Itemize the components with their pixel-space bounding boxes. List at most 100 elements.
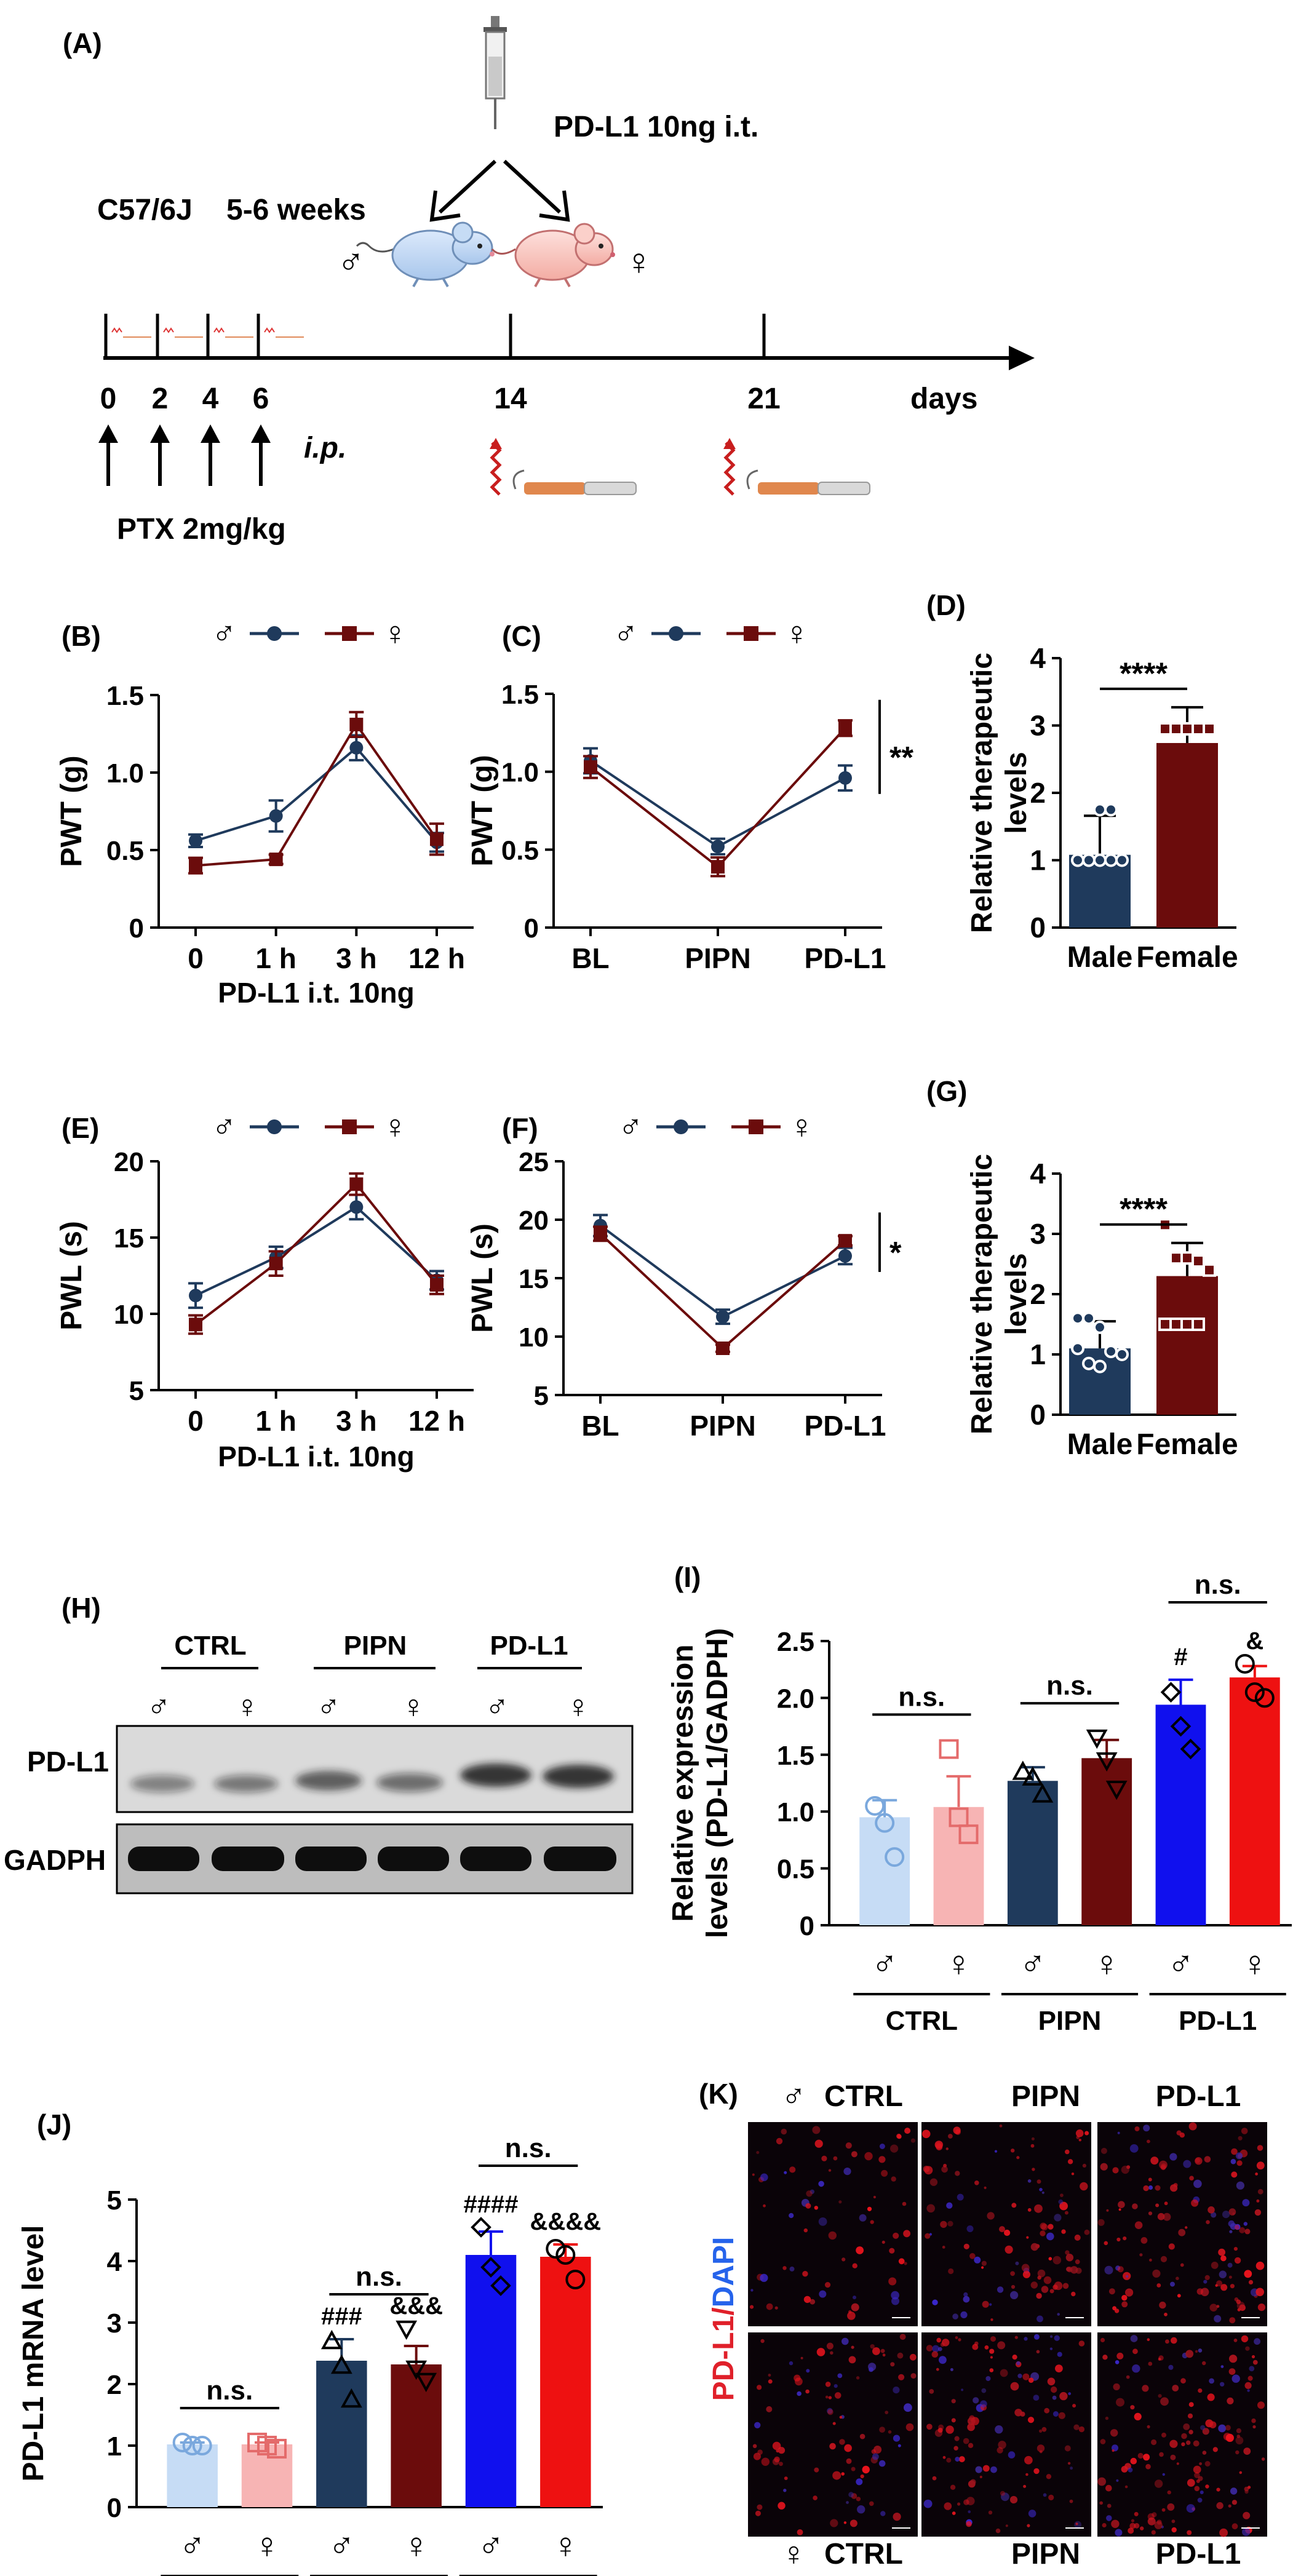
if-signal [862,2465,870,2474]
if-signal [1052,2395,1057,2400]
chart-j-y-tick-label: 1 [107,2431,122,2462]
if-signal [1010,2291,1019,2299]
if-signal [1163,2212,1171,2221]
chart-j-data-point [490,2275,511,2296]
injection-arrows [429,159,570,222]
if-signal [946,2202,953,2209]
if-signal [1161,2432,1166,2438]
if-signal [1244,2228,1251,2235]
chart-f-x-tick-label: PD-L1 [805,1410,886,1442]
if-signal [1168,2364,1174,2370]
if-signal [1171,2527,1177,2533]
chart-i-x-sex-label: ♀ [1093,1944,1120,1984]
if-signal [1027,2524,1030,2527]
if-signal [824,2282,831,2288]
chart-g-data-point [1093,1320,1107,1334]
chart-c-legend-female: ♀ [784,615,810,652]
if-signal [898,2258,905,2265]
if-signal [1225,2425,1231,2431]
chart-i-group-label: PD-L1 [1179,2006,1257,2036]
if-signal [1229,2230,1233,2233]
if-signal [814,2139,823,2148]
chart-i-data-point [1244,1682,1265,1703]
if-signal [1105,2416,1109,2420]
if-signal [880,2511,886,2516]
if-signal [768,2379,773,2384]
chart-b-y-tick-label: 0.5 [106,836,144,866]
if-signal [853,2296,856,2300]
if-signal [859,2214,867,2222]
chart-j-bar [540,2257,591,2507]
if-signal [1062,2283,1069,2289]
if-signal [1231,2148,1238,2155]
if-signal [1239,2227,1246,2233]
chart-d-data-point [1104,853,1118,867]
if-signal [1020,2411,1025,2417]
if-signal [1142,2385,1149,2392]
if-signal [1230,2158,1236,2165]
if-signal [1152,2269,1161,2278]
if-signal [1168,2243,1175,2250]
if-signal [929,2389,934,2394]
if-signal [1212,2447,1218,2452]
if-signal [955,2171,960,2176]
if-signal [1064,2211,1068,2215]
if-signal [1261,2457,1265,2461]
if-signal [1245,2346,1250,2351]
if-signal [1064,2445,1071,2452]
blot-row-label: PD-L1 [27,1746,109,1778]
stain-red: PD-L1 [707,2316,740,2401]
if-signal [989,2348,995,2354]
chart-i-data-point [1235,1653,1255,1674]
if-signal [1159,2160,1168,2169]
if-signal [1070,2467,1073,2470]
if-signal [760,2273,768,2282]
chart-c-x-tick-label: PD-L1 [805,942,886,974]
if-signal [975,2466,982,2473]
if-signal [1181,2433,1187,2439]
if-signal [882,2353,886,2357]
if-signal [1028,2377,1034,2383]
if-signal [1150,2157,1159,2165]
if-signal [1193,2440,1200,2447]
if-signal [982,2300,989,2308]
if-signal [1030,2243,1039,2251]
if-image-tile [921,2122,1091,2326]
if-signal [1211,2262,1219,2269]
if-signal [1116,2398,1124,2407]
if-signal [1040,2230,1046,2236]
if-signal [1256,2161,1265,2170]
timeline-tick: 2 [152,383,169,415]
if-signal [856,2497,861,2502]
if-signal [1230,2487,1238,2495]
if-signal [1218,2424,1227,2433]
chart-j-data-point [546,2239,566,2259]
chart-d-data-point [1104,803,1118,817]
if-signal [1004,2229,1011,2236]
if-signal [909,2353,917,2361]
if-signal [1158,2355,1164,2361]
if-signal [1048,2494,1054,2500]
if-signal [1132,2203,1138,2209]
chart-e-x-tick-label: 3 h [336,1405,376,1437]
if-signal [984,2186,987,2189]
chart-i-y-tick-label: 1.5 [777,1741,814,1771]
if-signal [950,2484,956,2490]
chart-j-x-sex-label: ♂ [477,2526,504,2566]
chart-g-data-point [1192,1318,1205,1331]
chart-e-y-tick-label: 15 [114,1223,144,1254]
if-signal [1148,2361,1153,2366]
chart-i-bar [1007,1781,1058,1925]
if-signal [1151,2439,1157,2446]
if-signal [1151,2530,1156,2535]
if-signal [904,2262,907,2265]
chart-j-sig-text: n.s. [505,2133,552,2163]
if-signal [984,2345,989,2350]
chart-g-data-point [1158,1318,1172,1331]
chart-g-data-point [1071,1311,1084,1326]
if-signal [1252,2359,1258,2365]
if-signal [1207,2393,1215,2401]
if-signal [1254,2209,1262,2216]
if-signal [1178,2228,1186,2236]
if-signal [1254,2338,1260,2345]
